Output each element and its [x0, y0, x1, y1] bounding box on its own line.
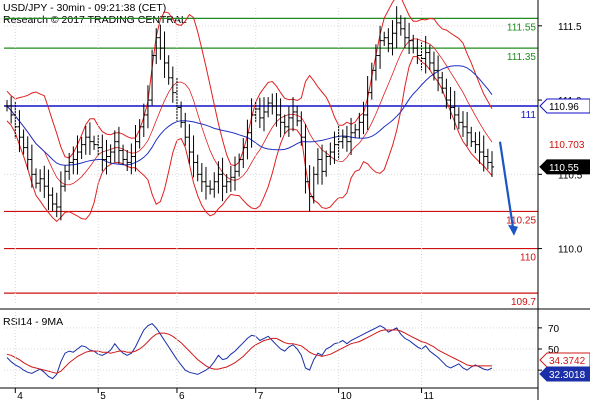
candlestick-series: [5, 6, 494, 221]
rsi-tag-label: 32.3018: [549, 370, 586, 381]
time-tick-label: 7: [258, 391, 264, 400]
time-tick-label: 5: [100, 391, 106, 400]
rsi-gridlines: [4, 327, 538, 371]
price-tick-label: 111.5: [558, 22, 582, 33]
rsi-line: [6, 322, 493, 380]
forecast-arrow-head: [508, 224, 518, 236]
rsi-lines: [6, 322, 493, 380]
rsi-value-tag: 32.3018: [539, 366, 590, 382]
time-axis: 4 5 6 7 10 11: [0, 8, 538, 400]
price-tag-box: [539, 98, 590, 114]
price-tag-black: 110.55: [539, 159, 590, 175]
time-tick-label: 10: [341, 391, 353, 400]
bollinger-upper-line: [6, 0, 493, 167]
level-label-support: 110.25: [506, 215, 536, 226]
time-tick-label: 11: [424, 391, 435, 400]
time-tick-label: 6: [179, 391, 185, 400]
chart-title: USD/JPY - 30min - 09:21:38 (CET): [3, 2, 166, 14]
indicator-lines: [6, 0, 493, 222]
bollinger-lower-line: [6, 56, 493, 222]
price-tag-box: [539, 159, 590, 175]
level-lines: 111.55 111.35 111 110.25 110 109.7: [4, 17, 538, 308]
rsi-tag-box: [539, 366, 590, 382]
price-tick-label: 110.5: [558, 170, 583, 181]
price-tag-label: 110.703: [549, 140, 585, 151]
level-label-resistance: 111.35: [507, 52, 537, 63]
price-tick-label: 110.0: [558, 245, 583, 256]
rsi-ma-line: [6, 329, 492, 374]
price-tag-box: [539, 136, 590, 152]
time-tick-label: 4: [17, 391, 23, 400]
level-label-support: 109.7: [511, 297, 536, 308]
rsi-tag-label: 34.3742: [549, 356, 586, 367]
forecast-arrow: [498, 141, 518, 236]
forecast-arrow-shaft: [498, 141, 515, 228]
moving-average-line: [6, 65, 493, 166]
rsi-tick-label: 50: [548, 345, 560, 356]
level-label-pivot: 111: [521, 110, 537, 121]
bollinger-middle-line: [6, 38, 493, 186]
rsi-tag-box: [539, 352, 590, 368]
rsi-title: RSI14 - 9MA: [3, 316, 63, 328]
rsi-tick-label: 70: [548, 324, 560, 335]
level-label-support: 110: [520, 253, 536, 264]
price-tag-pivot: 110.96: [539, 98, 590, 114]
price-tag-red: 110.703: [539, 136, 590, 152]
level-label-resistance: 111.55: [507, 22, 537, 33]
rsi-ma-value-tag: 34.3742: [539, 352, 590, 368]
price-tag-label: 110.55: [549, 163, 579, 174]
price-tag-label: 110.96: [549, 102, 579, 113]
chart-copyright: Research © 2017 TRADING CENTRAL: [3, 14, 187, 26]
